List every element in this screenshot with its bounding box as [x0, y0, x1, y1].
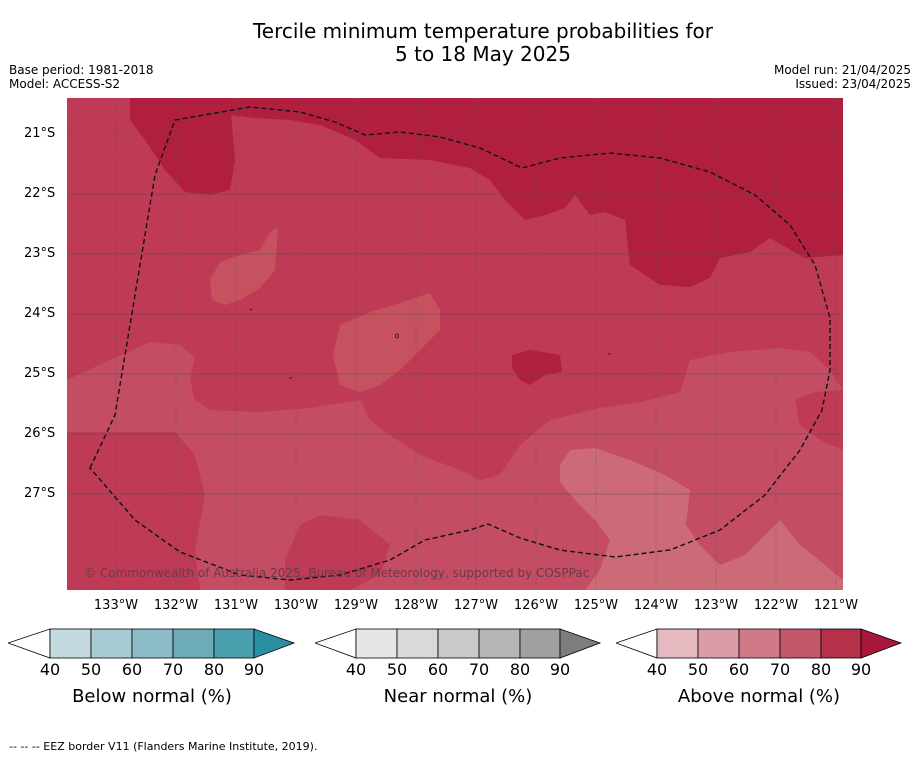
lat-label: 21°S	[24, 126, 56, 141]
field-lightest-se	[560, 448, 843, 590]
cb-tick: 60	[728, 660, 750, 679]
cb-tick: 40	[646, 660, 668, 679]
model-name: Model: ACCESS-S2	[9, 77, 121, 91]
cb-below-upper	[253, 628, 296, 659]
base-period: Base period: 1981-2018	[9, 63, 154, 77]
cb-tick: 50	[687, 660, 709, 679]
cb-near-seg	[355, 628, 398, 659]
cb-above-seg	[820, 628, 862, 659]
field-dark-east	[795, 390, 843, 450]
cb-below-lower	[8, 628, 51, 659]
field-dark-center	[512, 350, 562, 385]
colorbar-below	[8, 628, 296, 659]
cb-below-seg	[213, 628, 255, 659]
field-dark-sw	[67, 432, 205, 590]
graticule	[67, 98, 843, 590]
cb-above-seg	[779, 628, 822, 659]
cb-below-seg	[49, 628, 92, 659]
islands	[249, 308, 611, 379]
colorbar-near-label: Near normal (%)	[383, 686, 533, 707]
cb-above-lower	[616, 628, 658, 659]
cb-tick: 90	[549, 660, 571, 679]
cb-tick: 50	[80, 660, 102, 679]
meta-right: Model run: 21/04/2025 Issued: 23/04/2025	[774, 63, 911, 91]
lat-label: 24°S	[24, 306, 56, 321]
cb-tick: 40	[345, 660, 367, 679]
cb-near-seg	[519, 628, 561, 659]
field-dark-nw	[130, 98, 235, 195]
field-dark-south	[285, 515, 390, 590]
map-fields: © Commonwealth of Australia 2025, Bureau…	[67, 98, 843, 590]
lon-label: 124°W	[633, 598, 679, 613]
field-light-center	[333, 293, 440, 392]
lat-label: 26°S	[24, 426, 56, 441]
lon-label: 130°W	[273, 598, 319, 613]
cb-tick: 60	[121, 660, 143, 679]
issued-date: Issued: 23/04/2025	[795, 77, 911, 91]
copyright-text: © Commonwealth of Australia 2025, Bureau…	[84, 566, 589, 580]
lon-label: 132°W	[153, 598, 199, 613]
cb-tick: 80	[810, 660, 832, 679]
footer-note: -- -- -- EEZ border V11 (Flanders Marine…	[9, 740, 318, 753]
lat-label: 23°S	[24, 246, 56, 261]
colorbar-near	[315, 628, 602, 659]
cb-below-seg	[131, 628, 174, 659]
lon-label: 127°W	[453, 598, 499, 613]
cb-tick: 90	[243, 660, 265, 679]
lon-label: 129°W	[333, 598, 379, 613]
cb-near-seg	[396, 628, 439, 659]
cb-below-seg	[172, 628, 215, 659]
cb-tick: 50	[386, 660, 408, 679]
colorbar-above	[616, 628, 903, 659]
cb-tick: 70	[769, 660, 791, 679]
lon-label: 121°W	[813, 598, 859, 613]
cb-tick: 80	[203, 660, 225, 679]
cb-above-seg	[656, 628, 699, 659]
cb-tick: 70	[468, 660, 490, 679]
cb-tick: 40	[39, 660, 61, 679]
cb-below-seg	[90, 628, 133, 659]
cb-tick: 70	[162, 660, 184, 679]
field-light-nw	[210, 228, 278, 305]
lon-label: 133°W	[93, 598, 139, 613]
colorbar-above-label: Above normal (%)	[677, 686, 841, 707]
map-title: Tercile minimum temperature probabilitie…	[0, 20, 919, 66]
lon-label: 123°W	[693, 598, 739, 613]
title-line-2: 5 to 18 May 2025	[395, 42, 571, 66]
lat-label: 22°S	[24, 186, 56, 201]
title-line-1: Tercile minimum temperature probabilitie…	[252, 19, 714, 43]
lon-label: 122°W	[753, 598, 799, 613]
lat-label: 25°S	[24, 366, 56, 381]
cb-near-seg	[437, 628, 480, 659]
field-dark-north	[230, 98, 843, 287]
lon-label: 126°W	[513, 598, 559, 613]
cb-near-lower	[315, 628, 357, 659]
lon-label: 131°W	[213, 598, 259, 613]
cb-near-upper	[559, 628, 602, 659]
cb-above-seg	[738, 628, 781, 659]
model-run: Model run: 21/04/2025	[773, 63, 911, 77]
colorbar-below-label: Below normal (%)	[72, 686, 232, 707]
cb-above-seg	[697, 628, 740, 659]
cb-near-seg	[478, 628, 521, 659]
lon-label: 125°W	[573, 598, 619, 613]
lon-label: 128°W	[393, 598, 439, 613]
cb-above-upper	[860, 628, 903, 659]
cb-tick: 90	[850, 660, 872, 679]
cb-tick: 80	[509, 660, 531, 679]
meta-left: Base period: 1981-2018 Model: ACCESS-S2	[9, 63, 154, 91]
lat-label: 27°S	[24, 486, 56, 501]
cb-tick: 60	[427, 660, 449, 679]
